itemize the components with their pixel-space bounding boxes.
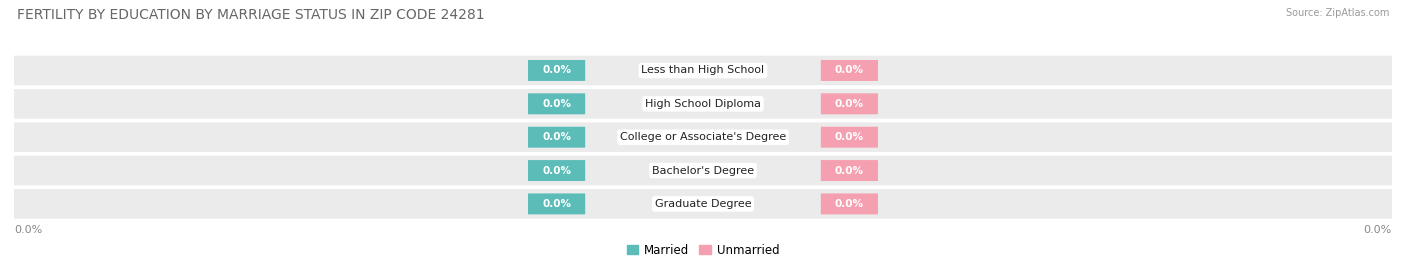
FancyBboxPatch shape xyxy=(821,193,877,214)
Text: 0.0%: 0.0% xyxy=(835,65,863,76)
Text: 0.0%: 0.0% xyxy=(543,199,571,209)
FancyBboxPatch shape xyxy=(821,160,877,181)
FancyBboxPatch shape xyxy=(4,188,1402,220)
Text: 0.0%: 0.0% xyxy=(835,199,863,209)
Text: FERTILITY BY EDUCATION BY MARRIAGE STATUS IN ZIP CODE 24281: FERTILITY BY EDUCATION BY MARRIAGE STATU… xyxy=(17,8,485,22)
Text: 0.0%: 0.0% xyxy=(543,65,571,76)
Text: Bachelor's Degree: Bachelor's Degree xyxy=(652,165,754,176)
FancyBboxPatch shape xyxy=(529,127,585,148)
FancyBboxPatch shape xyxy=(529,93,585,114)
FancyBboxPatch shape xyxy=(821,93,877,114)
Text: 0.0%: 0.0% xyxy=(835,165,863,176)
Text: 0.0%: 0.0% xyxy=(14,225,42,235)
FancyBboxPatch shape xyxy=(821,127,877,148)
Text: 0.0%: 0.0% xyxy=(1364,225,1392,235)
FancyBboxPatch shape xyxy=(4,54,1402,87)
Text: Less than High School: Less than High School xyxy=(641,65,765,76)
Text: Graduate Degree: Graduate Degree xyxy=(655,199,751,209)
Text: Source: ZipAtlas.com: Source: ZipAtlas.com xyxy=(1285,8,1389,18)
FancyBboxPatch shape xyxy=(821,60,877,81)
Text: 0.0%: 0.0% xyxy=(835,132,863,142)
FancyBboxPatch shape xyxy=(529,60,585,81)
FancyBboxPatch shape xyxy=(4,154,1402,187)
FancyBboxPatch shape xyxy=(4,121,1402,153)
Text: College or Associate's Degree: College or Associate's Degree xyxy=(620,132,786,142)
Text: 0.0%: 0.0% xyxy=(543,99,571,109)
FancyBboxPatch shape xyxy=(4,88,1402,120)
Text: 0.0%: 0.0% xyxy=(543,165,571,176)
Text: 0.0%: 0.0% xyxy=(835,99,863,109)
Text: High School Diploma: High School Diploma xyxy=(645,99,761,109)
FancyBboxPatch shape xyxy=(529,193,585,214)
Text: 0.0%: 0.0% xyxy=(543,132,571,142)
Legend: Married, Unmarried: Married, Unmarried xyxy=(621,239,785,261)
FancyBboxPatch shape xyxy=(529,160,585,181)
